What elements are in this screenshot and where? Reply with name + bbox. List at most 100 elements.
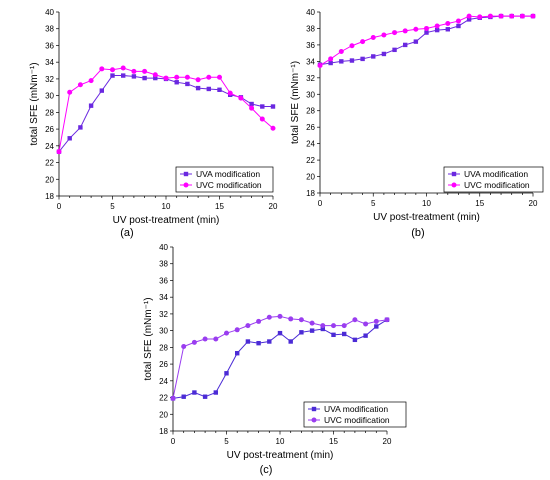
legend-entry: UVA modification (196, 169, 260, 179)
data-point (224, 330, 229, 336)
data-point (110, 67, 115, 73)
panel-label: (a) (120, 227, 133, 239)
data-point (227, 90, 233, 96)
data-point (352, 337, 358, 343)
x-tick-label: 10 (422, 199, 431, 208)
data-point (363, 333, 368, 338)
x-tick-label: 20 (383, 437, 392, 446)
legend-entry: UVC modification (196, 180, 262, 190)
data-point (256, 340, 261, 346)
data-point (352, 317, 358, 323)
data-point (249, 105, 255, 111)
data-point (363, 321, 369, 327)
y-tick-label: 38 (45, 25, 54, 34)
series-line-2 (172, 315, 388, 399)
data-point (328, 56, 334, 62)
data-point (530, 13, 536, 19)
data-point (445, 27, 450, 32)
x-axis-label: UV post-treatment (min) (113, 215, 220, 226)
data-point (288, 316, 294, 322)
data-point (413, 26, 419, 32)
y-tick-label: 30 (306, 90, 315, 99)
y-tick-label: 28 (45, 108, 54, 117)
data-point (384, 317, 390, 323)
data-point (270, 125, 276, 131)
data-point (392, 30, 398, 36)
data-point (317, 62, 323, 68)
data-point (142, 75, 147, 81)
y-tick-label: 24 (159, 377, 168, 386)
data-point (266, 314, 272, 320)
data-point (381, 51, 387, 57)
data-point (142, 68, 148, 74)
data-point (259, 116, 265, 122)
data-point (110, 73, 115, 78)
y-tick-label: 24 (306, 140, 315, 149)
legend-marker (451, 182, 457, 188)
data-point (163, 75, 169, 81)
data-point (519, 13, 525, 19)
x-tick-label: 0 (318, 199, 323, 208)
data-point (320, 323, 326, 329)
y-tick-label: 18 (159, 427, 168, 436)
data-point (88, 78, 94, 84)
x-axis-label: UV post-treatment (min) (227, 450, 334, 461)
data-point (339, 59, 344, 64)
data-point (374, 324, 379, 329)
panel-label: (b) (411, 227, 424, 239)
x-tick-label: 10 (162, 202, 171, 211)
panel-label: (c) (260, 464, 273, 476)
series-line-1 (58, 75, 273, 152)
data-point (260, 104, 265, 109)
y-tick-label: 38 (306, 24, 315, 33)
data-point (349, 43, 355, 49)
data-point (413, 39, 419, 44)
data-point (67, 89, 73, 95)
legend-marker (451, 171, 457, 177)
y-tick-label: 26 (159, 360, 168, 369)
data-point (424, 25, 429, 31)
data-point (466, 13, 472, 19)
data-point (217, 74, 222, 80)
data-point (349, 58, 355, 63)
chart-panel-2: 18 20 22 24 26 28 30 32 34 36 38 40 0 5 10 15 20 UV post-… (290, 8, 544, 239)
legend-marker (311, 417, 317, 423)
y-tick-label: 22 (159, 394, 168, 403)
data-point (256, 318, 262, 324)
y-tick-label: 22 (45, 159, 54, 168)
data-point (456, 23, 461, 29)
x-tick-label: 15 (475, 199, 484, 208)
data-point (288, 339, 293, 344)
data-point (403, 42, 408, 48)
y-tick-label: 28 (306, 107, 315, 116)
data-point (217, 87, 222, 92)
y-tick-label: 20 (306, 173, 315, 182)
legend-marker (311, 406, 317, 412)
data-point (298, 317, 304, 323)
data-point (202, 336, 208, 342)
data-point (360, 39, 366, 45)
data-point (99, 66, 105, 72)
data-point (235, 351, 240, 356)
x-axis-label: UV post-treatment (min) (373, 212, 480, 223)
data-point (249, 101, 254, 107)
data-point (402, 28, 408, 34)
y-tick-label: 36 (306, 41, 315, 50)
y-tick-label: 20 (159, 410, 168, 419)
data-point (370, 35, 376, 41)
y-tick-label: 30 (159, 327, 168, 336)
data-point (498, 13, 504, 19)
legend-entry: UVC modification (464, 180, 530, 190)
x-tick-label: 20 (269, 202, 278, 211)
data-point (338, 48, 344, 54)
data-point (392, 47, 397, 53)
data-point (487, 13, 493, 19)
data-point (131, 74, 137, 79)
y-tick-label: 26 (306, 123, 315, 132)
legend-box (303, 401, 407, 428)
y-axis-label: total SFE (mNm⁻¹) (143, 297, 154, 380)
data-point (466, 17, 472, 22)
